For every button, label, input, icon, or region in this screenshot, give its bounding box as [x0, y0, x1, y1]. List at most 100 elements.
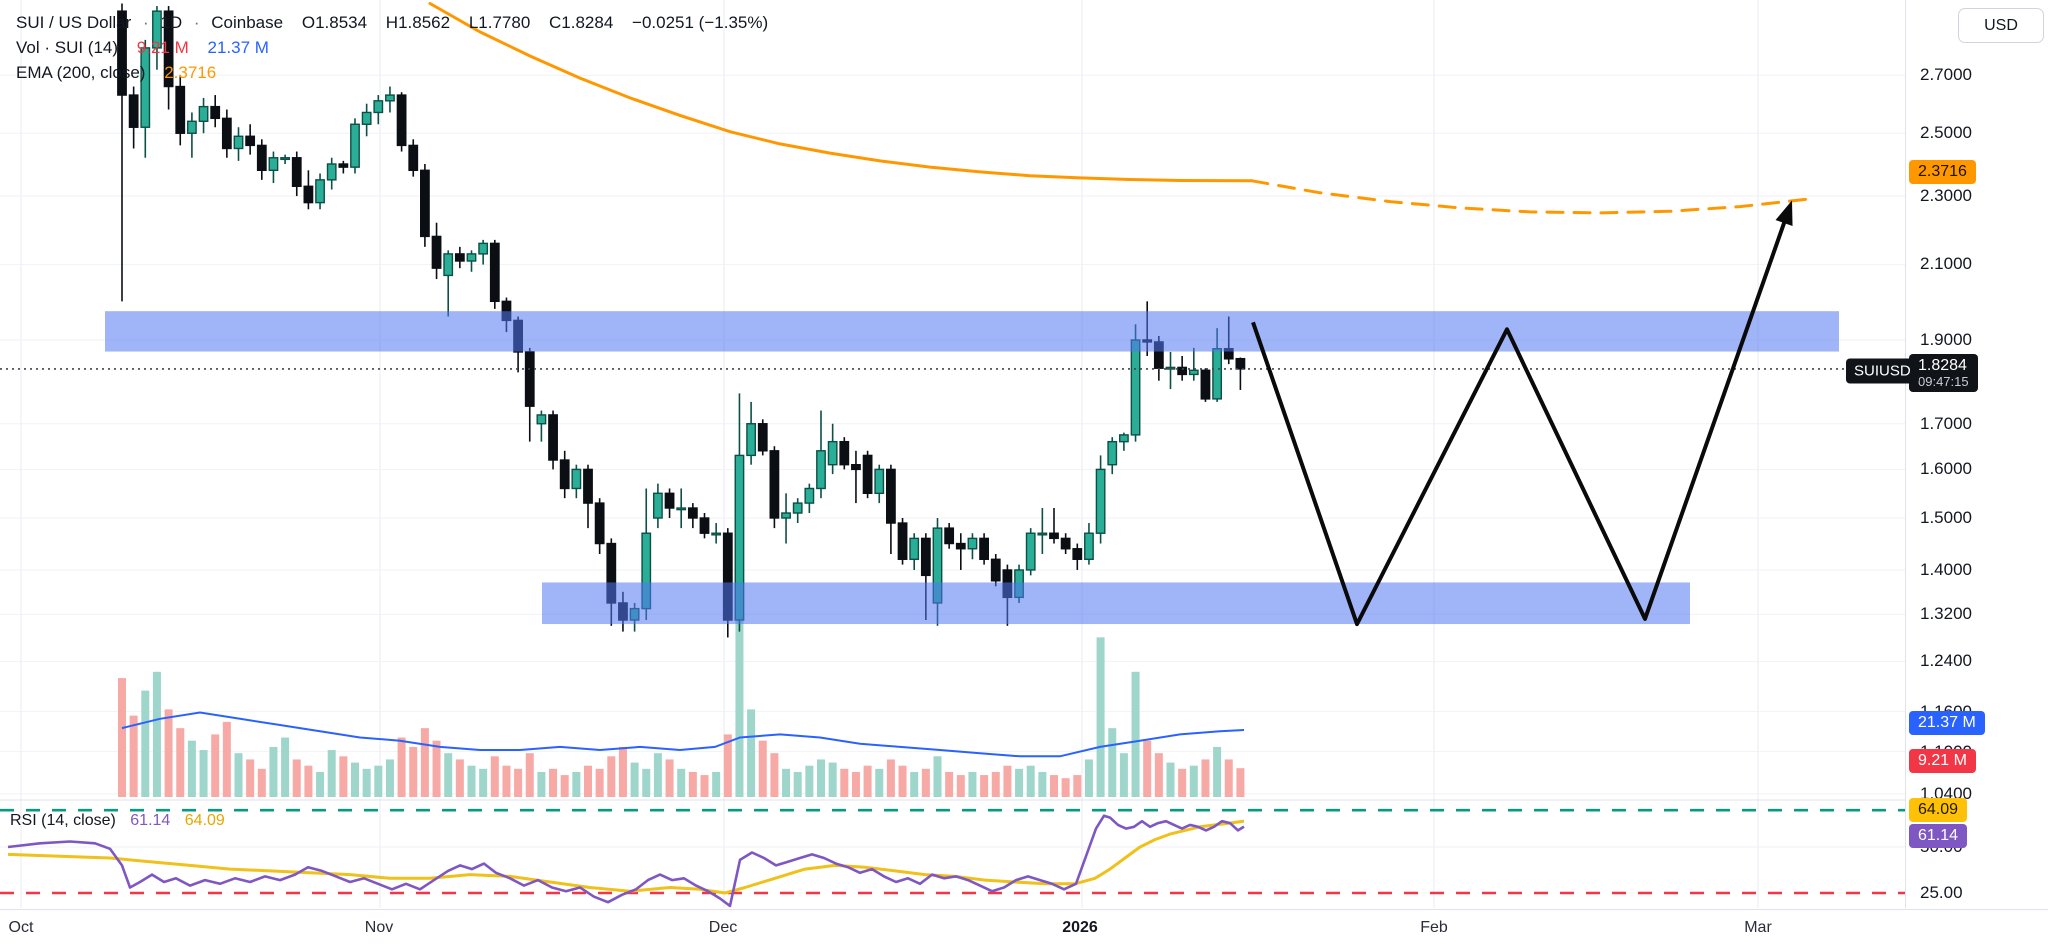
candle-body: [163, 10, 174, 88]
volume-bar: [479, 768, 488, 797]
candle-body: [315, 179, 325, 204]
projection-arrowhead: [1775, 200, 1793, 226]
volume-bar: [805, 765, 814, 797]
candle-body: [221, 117, 232, 150]
close-value: 1.8284: [561, 13, 614, 32]
price-axis-separator: [1905, 0, 1906, 908]
projection-zigzag[interactable]: [1251, 209, 1791, 627]
candle-body: [1235, 357, 1246, 370]
price-axis[interactable]: USD 2.7000 2.5000 2.3000 2.1000 1.9000 1.7000…: [1906, 0, 2048, 908]
currency-unit-button[interactable]: USD: [1958, 8, 2044, 43]
candle-body: [920, 537, 931, 577]
volume-bar: [316, 771, 325, 797]
candle-body: [1188, 369, 1199, 376]
time-tick: Oct: [8, 919, 34, 936]
volume-bar: [665, 759, 674, 797]
candle-body: [944, 527, 955, 545]
candle-body: [280, 157, 290, 161]
candle-body: [524, 351, 535, 407]
candle-body: [210, 105, 221, 120]
candle-body: [851, 464, 861, 471]
open-label: O: [301, 13, 316, 32]
support-zone[interactable]: [542, 582, 1690, 625]
price-tick: 2.5000: [1920, 123, 1972, 142]
candle-body: [687, 507, 698, 519]
price-tick: 2.7000: [1920, 65, 1972, 84]
volume-bar: [1096, 637, 1105, 797]
volume-bar: [1201, 759, 1210, 797]
volume-bar: [758, 740, 767, 797]
volume-bar: [351, 762, 359, 797]
candle-body: [256, 144, 267, 172]
volume-bar: [933, 756, 942, 797]
volume-bar: [467, 765, 476, 797]
rsi-legend-row[interactable]: RSI (14, close) 61.14 64.09: [10, 812, 235, 830]
volume-bar: [921, 768, 930, 797]
candle-body: [489, 242, 500, 303]
candle-body: [897, 522, 908, 560]
volume-bar: [1108, 728, 1117, 797]
candle-body: [1130, 339, 1141, 436]
candle-body: [1118, 434, 1129, 443]
volume-bar: [118, 678, 126, 797]
candle-body: [769, 450, 780, 519]
volume-bar: [257, 768, 266, 797]
volume-bar: [828, 762, 837, 797]
candle-body: [990, 558, 1001, 582]
rsi-line: [7, 814, 1245, 908]
candle-body: [454, 253, 465, 262]
volume-bar: [164, 709, 173, 797]
volume-indicator-label: Vol · SUI (14): [16, 38, 119, 57]
volume-bar: [1236, 768, 1245, 797]
legend-separator2: ·: [193, 13, 200, 32]
candle-body: [466, 253, 477, 262]
candle-body: [117, 10, 127, 96]
candle-body: [443, 253, 454, 277]
volume-bar: [374, 765, 383, 797]
volume-bar: [817, 759, 825, 797]
candle-body: [548, 414, 558, 461]
ema200-line: [428, 2, 1254, 183]
candle-body: [1095, 468, 1106, 534]
volume-bar: [770, 753, 779, 797]
candle-body: [653, 492, 663, 519]
volume-bar: [910, 771, 919, 797]
open-value: 1.8534: [315, 13, 368, 32]
time-tick: Mar: [1744, 919, 1772, 936]
price-tick: 1.4000: [1920, 560, 1972, 579]
ema-legend-row[interactable]: EMA (200, close) 2.3716: [16, 60, 768, 85]
high-value: 1.8562: [398, 13, 451, 32]
symbol-legend-row[interactable]: SUI / US Dollar · 1D · Coinbase O1.8534 …: [16, 10, 768, 35]
volume-bar: [281, 737, 290, 797]
volume-ma-value: 21.37 M: [207, 38, 269, 57]
ema200-projection-dashed[interactable]: [1250, 179, 1814, 215]
volume-bar: [409, 746, 418, 797]
volume-bar: [595, 768, 604, 797]
volume-bar: [560, 775, 569, 797]
low-value: 1.7780: [478, 13, 531, 32]
price-tick: 2.3000: [1920, 186, 1972, 205]
volume-bar: [211, 734, 220, 797]
candle-body: [955, 542, 966, 550]
close-label: C: [549, 13, 562, 32]
volume-bar: [525, 753, 534, 797]
candle-body: [862, 454, 873, 495]
candle-body: [559, 459, 570, 490]
candle-body: [571, 468, 582, 490]
volume-ma-line: [121, 711, 1245, 758]
candle-body: [583, 468, 593, 504]
volume-legend-row[interactable]: Vol · SUI (14) 9.21 M 21.37 M: [16, 35, 768, 60]
resistance-zone[interactable]: [105, 311, 1839, 352]
time-axis[interactable]: Oct Nov Dec 2026 Feb Mar: [0, 909, 2048, 946]
volume-bar: [793, 771, 802, 797]
volume-bar: [1061, 778, 1070, 797]
volume-bar: [1154, 753, 1163, 797]
volume-bar: [1084, 759, 1093, 797]
candle-body: [746, 423, 757, 457]
candle-body: [350, 123, 360, 168]
candle-body: [478, 242, 489, 255]
volume-bar: [1003, 765, 1012, 797]
volume-bar: [432, 740, 441, 797]
volume-bar: [1050, 775, 1058, 797]
